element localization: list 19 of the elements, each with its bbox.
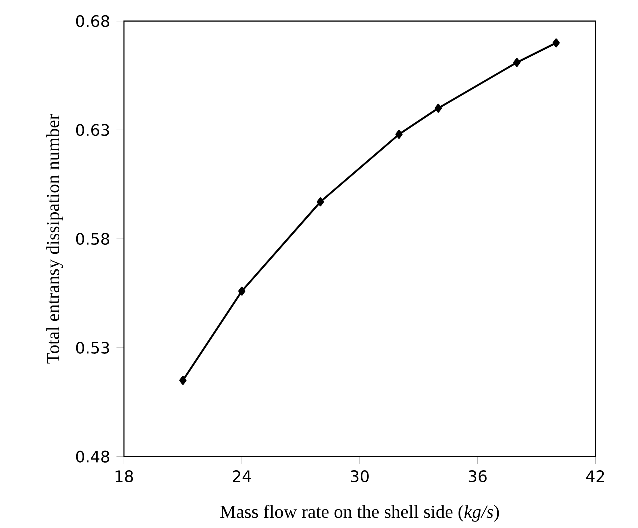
- x-tick-label: 24: [233, 470, 252, 482]
- point: [434, 104, 442, 113]
- point: [317, 198, 324, 206]
- x-tick-label: 42: [586, 470, 604, 482]
- x-tick-label: 30: [351, 470, 369, 482]
- x-tick-label: 18: [116, 470, 134, 482]
- point: [552, 38, 560, 48]
- y-tick-label: 0.63: [76, 124, 110, 136]
- y-tick-label: 0.48: [76, 450, 110, 463]
- x-axis-title: Mass flow rate on the shell side (kg/s): [220, 505, 500, 522]
- x-tick-label: 36: [468, 470, 487, 482]
- y-tick-label: 0.53: [76, 342, 110, 354]
- point: [238, 286, 246, 296]
- y-tick-label: 0.68: [76, 15, 110, 28]
- point: [180, 376, 187, 386]
- point: [514, 58, 521, 68]
- y-axis-title: Total entransy dissipation number: [46, 114, 64, 364]
- y-tick-label: 0.58: [76, 233, 110, 245]
- point: [396, 130, 403, 139]
